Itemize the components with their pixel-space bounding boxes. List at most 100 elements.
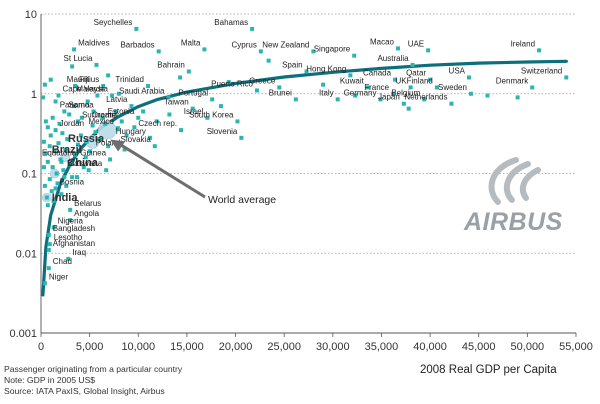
data-point (167, 112, 172, 117)
y-axis-ticks: 10 1 0.1 0.01 0.001 (9, 9, 37, 340)
country-label: Mauritius (67, 75, 99, 84)
data-point (56, 141, 61, 146)
data-point (515, 95, 520, 100)
country-label: Netherlands (404, 93, 447, 102)
y-tick-label: 1 (31, 89, 37, 101)
data-point (67, 112, 72, 117)
data-point (235, 119, 240, 124)
data-point (401, 101, 406, 106)
data-point (408, 85, 413, 90)
country-label: UAE (408, 39, 424, 48)
data-point (95, 93, 100, 98)
country-label: Bahamas (214, 18, 248, 27)
data-point (152, 144, 157, 149)
country-label: Malaysia (76, 85, 108, 94)
data-point (46, 247, 51, 252)
country-label: Sweden (438, 83, 467, 92)
data-point (52, 149, 57, 154)
data-point (53, 99, 58, 104)
country-label: Denmark (496, 76, 529, 85)
data-point (304, 69, 309, 74)
data-point (335, 97, 340, 102)
country-label: Iraq (72, 248, 86, 257)
data-point (449, 101, 454, 106)
data-point (58, 157, 63, 162)
data-point (154, 119, 159, 124)
data-point (72, 104, 77, 109)
country-label: Taiwan (164, 98, 189, 107)
data-point (391, 91, 396, 96)
data-point (146, 84, 150, 89)
data-point (53, 128, 58, 133)
x-axis-title: 2008 Real GDP per Capita (420, 364, 557, 376)
country-label: Jordan (60, 119, 84, 128)
data-point (119, 119, 124, 124)
note-line: Passenger originating from a particular … (4, 364, 183, 374)
country-label: Hong Kong (306, 64, 346, 73)
data-point (467, 75, 471, 80)
data-point (51, 199, 56, 204)
data-point (46, 266, 51, 271)
data-point (293, 97, 298, 102)
data-point (42, 82, 47, 87)
data-point (45, 203, 50, 208)
country-label: Australia (377, 54, 409, 63)
data-point (83, 155, 88, 160)
country-label: USA (449, 66, 466, 75)
data-point (66, 256, 71, 261)
x-axis-ticks: 0 5,000 10,000 15,000 20,000 25,000 30,000 35,0… (38, 333, 593, 353)
country-label: Belarus (74, 199, 101, 208)
country-label: China (67, 157, 98, 169)
data-point (110, 93, 115, 98)
data-point (59, 159, 64, 164)
data-point (70, 175, 75, 180)
country-label: Israel (184, 107, 204, 116)
annotation-arrow (110, 139, 206, 199)
data-point (116, 91, 121, 96)
data-points (40, 26, 569, 286)
data-point (428, 77, 433, 82)
data-point (202, 47, 207, 52)
airbus-logo-text: AIRBUS (464, 208, 563, 236)
data-point (90, 123, 95, 128)
data-point (48, 133, 53, 138)
country-label: Afghanistan (53, 239, 95, 248)
x-tick-label: 55,000 (559, 341, 593, 353)
country-label: Niger (49, 272, 68, 281)
data-point (106, 144, 111, 149)
data-point (75, 119, 80, 124)
country-label: India (52, 192, 79, 204)
data-point (311, 49, 316, 54)
arrow-head (110, 139, 126, 152)
data-point (50, 165, 55, 170)
data-point (54, 171, 59, 176)
country-label: Qatar (406, 69, 426, 78)
country-label: Malta (181, 38, 201, 47)
data-point (186, 69, 191, 74)
x-tick-label: 15,000 (170, 341, 204, 353)
x-tick-label: 50,000 (511, 341, 545, 353)
country-label: Saudi Arabia (119, 86, 165, 95)
data-point (218, 104, 223, 109)
country-label: Bosnia (60, 177, 85, 186)
data-point (113, 109, 118, 114)
data-point (64, 183, 69, 188)
data-point (134, 26, 139, 31)
country-label: Portugal (178, 88, 208, 97)
data-point (406, 106, 411, 111)
point-labels: Seychelles Bahamas Maldives Barbados Malta Cy… (42, 18, 562, 281)
country-label: Czech rep. (138, 119, 177, 128)
data-point (254, 88, 259, 93)
country-label: Chad (53, 257, 72, 266)
data-point (85, 99, 90, 104)
country-label: Brazil (52, 144, 82, 156)
country-label: Samoa (68, 100, 94, 109)
aggregate-marker (60, 152, 71, 163)
world-average-annotation: World average (208, 194, 277, 206)
trend-line-group (41, 59, 568, 297)
note-line: Note: GDP in 2005 US$ (4, 375, 96, 385)
data-point (87, 149, 92, 154)
data-point (156, 49, 161, 54)
y-tick-label: 0.01 (16, 248, 37, 260)
